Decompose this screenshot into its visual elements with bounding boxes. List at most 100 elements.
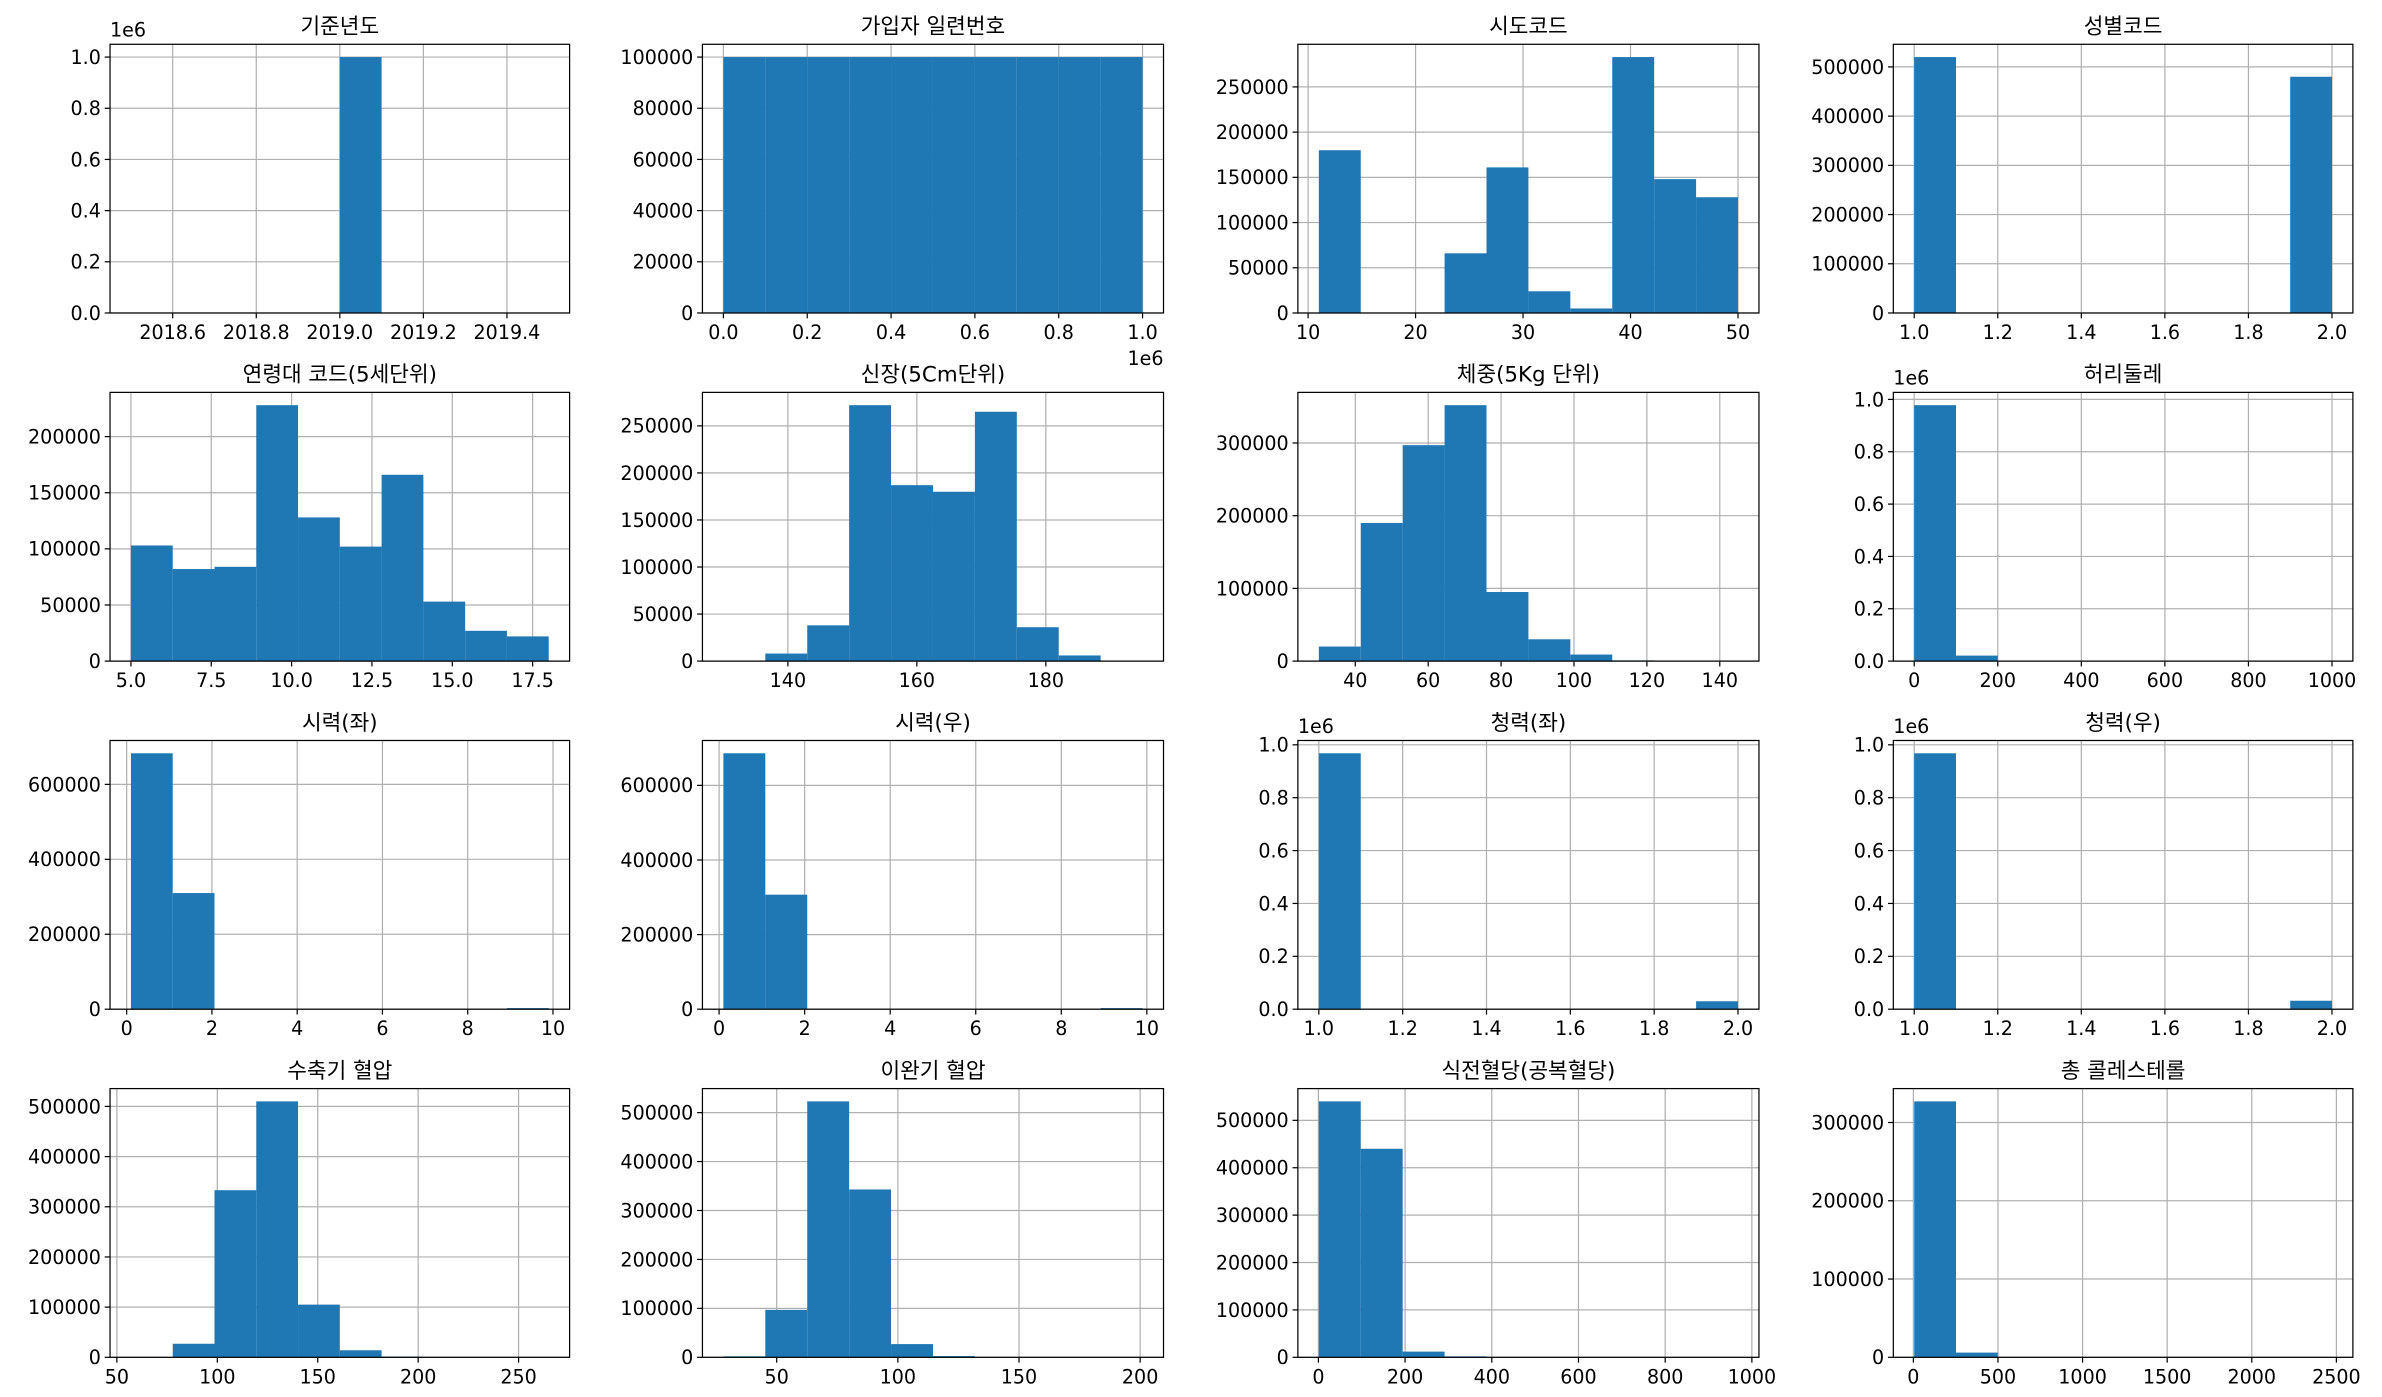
bar xyxy=(807,1101,850,1358)
y-offset-text: 1e6 xyxy=(110,20,146,42)
x-tick-label: 120 xyxy=(1629,670,1665,692)
x-tick-label: 150 xyxy=(1001,1366,1037,1388)
axes-frame xyxy=(701,391,1165,662)
y-tick-label: 0.2 xyxy=(1854,946,1884,968)
x-tick-label: 2 xyxy=(799,1018,811,1040)
y-tick-label: 400000 xyxy=(620,1151,693,1173)
x-tick-label: 8 xyxy=(462,1018,474,1040)
y-tick-label: 400000 xyxy=(28,849,101,871)
bar xyxy=(214,1190,257,1358)
bar xyxy=(1100,57,1143,313)
bar xyxy=(1016,57,1059,313)
subplot: 50 100 150 200 250 0 100000 200000 300000 400000 5… xyxy=(28,1059,571,1388)
x-tick-label: 50 xyxy=(105,1366,129,1388)
x-tick-label: 100 xyxy=(1556,670,1592,692)
y-tick-label: 0 xyxy=(1872,1347,1884,1369)
y-tick-label: 250000 xyxy=(620,416,693,438)
y-tick-label: 0.2 xyxy=(1854,599,1884,621)
x-tick-label: 600 xyxy=(1560,1366,1596,1388)
bar xyxy=(1444,253,1487,313)
y-tick-label: 200000 xyxy=(1811,204,1884,226)
y-tick-label: 100000 xyxy=(28,539,101,561)
y-tick-label: 100000 xyxy=(620,47,693,69)
x-tick-label: 2018.6 xyxy=(139,322,206,344)
bar xyxy=(172,893,215,1010)
bar xyxy=(1360,1148,1403,1358)
y-tick-label: 0.4 xyxy=(1854,893,1884,915)
y-tick-label: 0.8 xyxy=(1854,788,1884,810)
x-tick-label: 10 xyxy=(1296,322,1320,344)
x-tick-label: 200 xyxy=(1122,1366,1158,1388)
subplot: 0 2 4 6 8 10 0 200000 400000 600000 시력(우) xyxy=(620,711,1165,1040)
bar xyxy=(974,57,1017,313)
y-tick-label: 50000 xyxy=(633,604,694,626)
bar xyxy=(1570,654,1613,662)
x-tick-label: 1.0 xyxy=(1899,1018,1929,1040)
x-tick-label: 6 xyxy=(376,1018,388,1040)
y-tick-label: 200000 xyxy=(1216,1252,1289,1274)
y-tick-label: 250000 xyxy=(1216,77,1289,99)
chart-title: 청력(좌) xyxy=(1491,711,1567,736)
y-tick-label: 150000 xyxy=(620,510,693,532)
bar xyxy=(807,57,850,313)
x-tick-label: 2019.4 xyxy=(474,322,541,344)
y-tick-label: 100000 xyxy=(28,1297,101,1319)
bar xyxy=(381,474,424,662)
bar xyxy=(465,630,507,662)
chart-title: 가입자 일련번호 xyxy=(861,15,1005,40)
axes-frame xyxy=(1892,391,2354,662)
x-tick-label: 250 xyxy=(500,1366,536,1388)
y-tick-label: 0.8 xyxy=(1258,788,1288,810)
x-tick-label: 1000 xyxy=(2058,1366,2107,1388)
x-tick-label: 400 xyxy=(1474,1366,1510,1388)
bar xyxy=(1444,405,1487,662)
x-tick-label: 7.5 xyxy=(196,670,226,692)
bar xyxy=(256,405,299,662)
x-tick-label: 30 xyxy=(1511,322,1535,344)
x-tick-label: 140 xyxy=(770,670,806,692)
bar xyxy=(765,57,808,313)
bar xyxy=(1955,1352,1998,1358)
x-tick-label: 1.8 xyxy=(2233,1018,2263,1040)
bar xyxy=(506,636,549,662)
y-tick-label: 0 xyxy=(681,999,693,1021)
x-tick-label: 100 xyxy=(880,1366,916,1388)
bar xyxy=(1955,655,1998,662)
y-tick-label: 200000 xyxy=(1216,506,1289,528)
chart-title: 이완기 혈압 xyxy=(880,1059,985,1084)
y-tick-label: 100000 xyxy=(1216,1300,1289,1322)
x-tick-label: 1.2 xyxy=(1387,1018,1417,1040)
x-tick-label: 2019.2 xyxy=(390,322,457,344)
y-tick-label: 200000 xyxy=(620,463,693,485)
x-tick-label: 2.0 xyxy=(2317,1018,2347,1040)
y-tick-label: 100000 xyxy=(1216,578,1289,600)
x-tick-label: 2500 xyxy=(2312,1366,2361,1388)
bar xyxy=(932,1356,975,1358)
bar xyxy=(214,566,257,662)
y-tick-label: 600000 xyxy=(620,775,693,797)
x-tick-label: 160 xyxy=(899,670,935,692)
y-tick-label: 0 xyxy=(681,303,693,325)
y-tick-label: 100000 xyxy=(620,557,693,579)
x-tick-label: 4 xyxy=(884,1018,896,1040)
x-tick-label: 40 xyxy=(1618,322,1642,344)
subplot: 0 2 4 6 8 10 0 200000 400000 600000 시력(좌) xyxy=(28,711,571,1040)
chart-title: 청력(우) xyxy=(2085,711,2161,736)
x-tick-label: 4 xyxy=(291,1018,303,1040)
chart-title: 총 콜레스테롤 xyxy=(2061,1059,2186,1084)
x-tick-label: 2019.0 xyxy=(306,322,373,344)
y-tick-label: 0.6 xyxy=(1854,840,1884,862)
x-tick-label: 50 xyxy=(1726,322,1750,344)
bar xyxy=(1486,167,1529,313)
bar xyxy=(1058,57,1101,313)
y-tick-label: 0 xyxy=(681,1347,693,1369)
y-tick-label: 400000 xyxy=(1216,1158,1289,1180)
y-tick-label: 0.0 xyxy=(1854,999,1884,1021)
x-tick-label: 100 xyxy=(199,1366,235,1388)
y-tick-label: 200000 xyxy=(620,1249,693,1271)
y-tick-label: 600000 xyxy=(28,774,101,796)
x-tick-label: 200 xyxy=(1980,670,2016,692)
bar xyxy=(1318,1101,1361,1358)
axes-frame xyxy=(109,739,571,1010)
bar xyxy=(723,57,766,313)
